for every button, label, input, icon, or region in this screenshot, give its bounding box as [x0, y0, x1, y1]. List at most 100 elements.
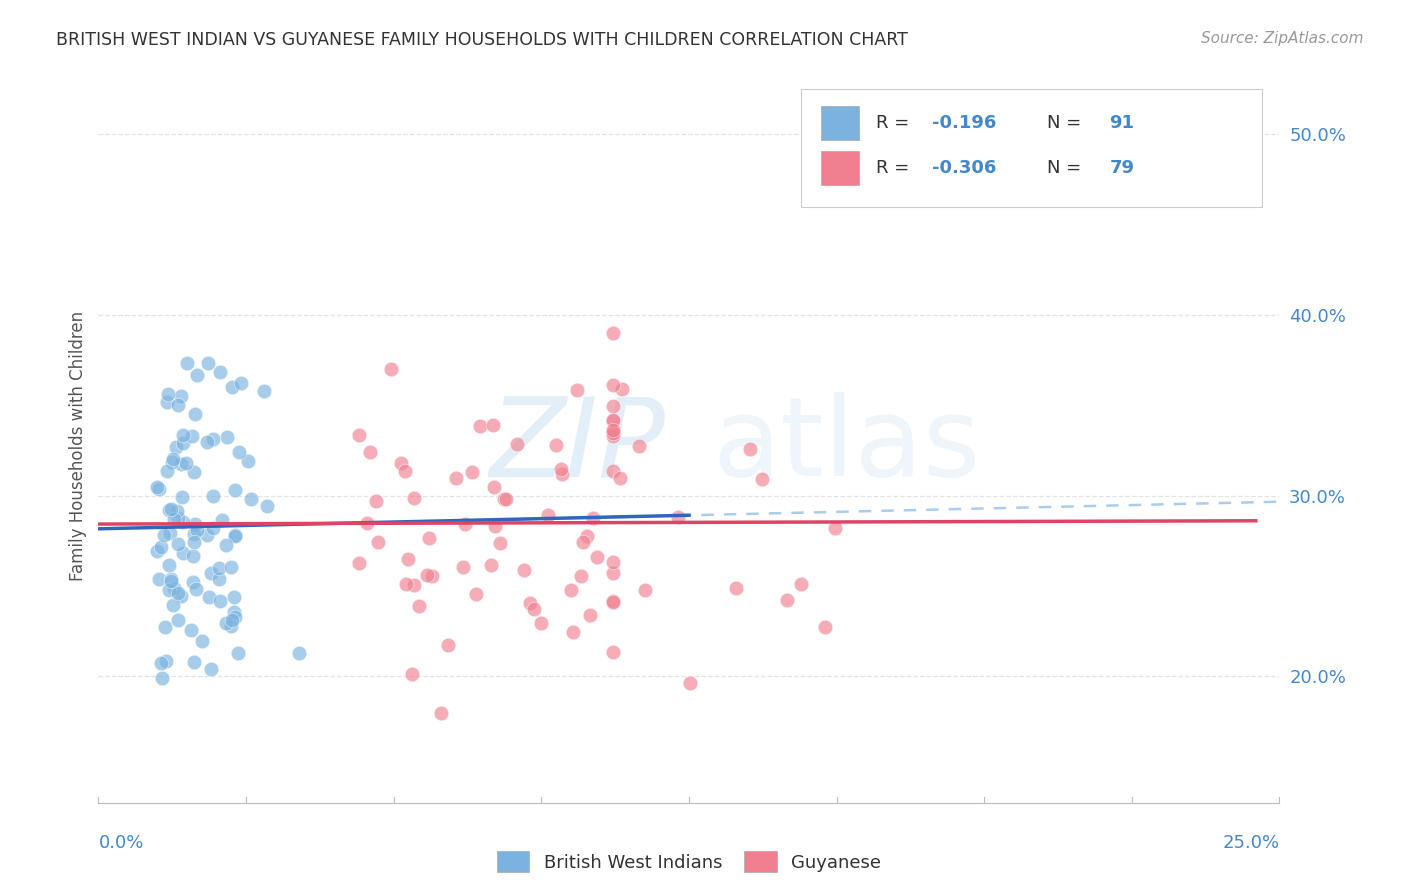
- Point: [430, 706, 453, 721]
- Point: [146, 544, 169, 558]
- Point: [506, 437, 529, 451]
- Point: [163, 512, 186, 526]
- Point: [198, 590, 221, 604]
- Point: [453, 560, 475, 574]
- Point: [513, 563, 536, 577]
- Point: [195, 527, 218, 541]
- Point: [523, 602, 546, 616]
- Point: [208, 572, 231, 586]
- Point: [156, 465, 179, 479]
- Point: [148, 573, 170, 587]
- Point: [602, 566, 624, 580]
- Point: [602, 378, 624, 392]
- Point: [157, 582, 180, 597]
- Point: [444, 471, 467, 485]
- Point: [172, 428, 194, 442]
- Point: [529, 616, 551, 631]
- Point: [183, 527, 205, 541]
- Point: [586, 550, 609, 565]
- Point: [155, 654, 177, 668]
- Point: [602, 414, 624, 428]
- Point: [166, 537, 188, 551]
- Point: [157, 386, 180, 401]
- Point: [561, 625, 583, 640]
- Point: [484, 519, 506, 533]
- Point: [401, 667, 423, 681]
- Point: [494, 491, 516, 506]
- Point: [162, 451, 184, 466]
- Text: ZIP: ZIP: [489, 392, 665, 500]
- Point: [160, 455, 183, 469]
- Legend: British West Indians, Guyanese: British West Indians, Guyanese: [489, 844, 889, 880]
- Point: [824, 521, 846, 535]
- Point: [482, 480, 505, 494]
- Text: N =: N =: [1047, 159, 1087, 177]
- Point: [200, 662, 222, 676]
- Point: [149, 656, 172, 670]
- Point: [214, 615, 236, 630]
- Point: [602, 425, 624, 440]
- Point: [159, 502, 181, 516]
- Point: [356, 516, 378, 531]
- Point: [195, 435, 218, 450]
- Text: 79: 79: [1109, 159, 1135, 177]
- Point: [166, 504, 188, 518]
- Point: [157, 502, 180, 516]
- Point: [602, 594, 624, 608]
- Point: [240, 492, 263, 507]
- Point: [389, 457, 412, 471]
- Point: [479, 558, 502, 572]
- Point: [602, 413, 624, 427]
- Point: [228, 445, 250, 459]
- Point: [602, 425, 624, 440]
- Point: [519, 596, 541, 610]
- Point: [219, 559, 242, 574]
- Point: [482, 417, 505, 432]
- Point: [186, 523, 208, 537]
- Point: [170, 389, 193, 403]
- Point: [215, 538, 238, 552]
- Point: [176, 356, 198, 370]
- Point: [575, 529, 598, 543]
- Point: [437, 638, 460, 652]
- Point: [602, 399, 624, 413]
- Point: [461, 465, 484, 479]
- Point: [181, 574, 204, 589]
- Point: [602, 326, 624, 341]
- Point: [253, 384, 276, 398]
- Point: [359, 445, 381, 459]
- Point: [170, 457, 193, 471]
- Point: [183, 407, 205, 421]
- Point: [602, 595, 624, 609]
- Point: [184, 582, 207, 597]
- Point: [180, 623, 202, 637]
- Point: [197, 356, 219, 370]
- Point: [395, 577, 418, 591]
- Point: [602, 464, 624, 478]
- Point: [224, 609, 246, 624]
- FancyBboxPatch shape: [801, 89, 1261, 207]
- Point: [602, 645, 624, 659]
- Point: [219, 619, 242, 633]
- Point: [565, 383, 588, 397]
- Point: [224, 483, 246, 498]
- Point: [628, 439, 651, 453]
- Point: [666, 509, 689, 524]
- Point: [776, 593, 799, 607]
- Point: [181, 428, 204, 442]
- Point: [183, 466, 205, 480]
- Text: R =: R =: [876, 159, 914, 177]
- Point: [569, 569, 592, 583]
- Point: [402, 491, 425, 505]
- Point: [167, 586, 190, 600]
- Point: [364, 493, 387, 508]
- Point: [208, 561, 231, 575]
- Point: [236, 454, 259, 468]
- Point: [367, 535, 389, 549]
- Text: -0.306: -0.306: [932, 159, 997, 177]
- FancyBboxPatch shape: [821, 151, 859, 185]
- Point: [544, 438, 567, 452]
- Text: 0.0%: 0.0%: [98, 834, 143, 852]
- Point: [156, 395, 179, 409]
- Point: [217, 430, 239, 444]
